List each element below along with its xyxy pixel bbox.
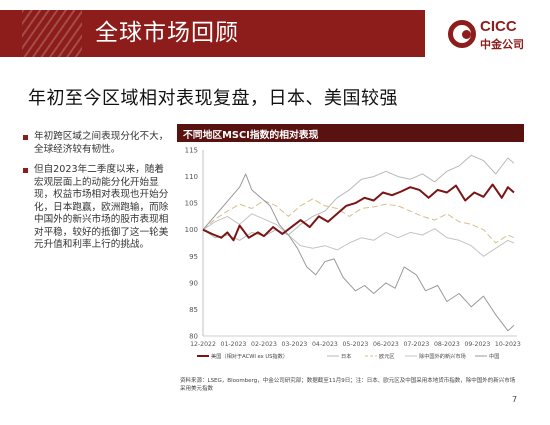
legend-label: 欧元区 xyxy=(379,352,395,360)
x-tick-label: 07-2023 xyxy=(403,341,429,348)
x-tick-label: 09-2023 xyxy=(464,341,490,348)
logo-text-cn: 中金公司 xyxy=(480,38,524,51)
bullet-item: 年初跨区域之间表现分化不大，全球经济较有韧性。 xyxy=(22,131,172,156)
series-line-4 xyxy=(202,173,515,332)
y-tick-label: 80 xyxy=(189,333,198,341)
legend-label: 美国（相对于ACWI ex US指数） xyxy=(211,352,288,360)
chart-header-bar: 不同地区MSCI指数的相对表现 xyxy=(177,124,524,142)
source-footnote: 资料来源：LSEG，Bloomberg，中金公司研究部；数据截至11月9日；注：… xyxy=(180,378,516,392)
bullet-list: 年初跨区域之间表现分化不大，全球经济较有韧性。 但自2023年二季度以来，随着宏… xyxy=(22,131,172,260)
relative-performance-chart: 80 85 90 95 100 105 110 115 12-2022 01-2023 02-202… xyxy=(185,147,521,361)
bullet-item: 但自2023年二季度以来，随着宏观层面上的动能分化开始显现，权益市场相对表现也开… xyxy=(22,164,172,252)
y-tick-label: 90 xyxy=(189,279,198,287)
series-line-3 xyxy=(202,213,515,257)
y-tick-label: 110 xyxy=(185,173,198,181)
y-tick-label: 95 xyxy=(189,253,198,261)
x-tick-label: 03-2023 xyxy=(282,341,308,348)
chart-title: 不同地区MSCI指数的相对表现 xyxy=(183,130,319,141)
y-tick-label: 115 xyxy=(185,147,198,155)
slide-header: 全球市场回顾 CICC 中金公司 xyxy=(0,0,550,70)
x-tick-label: 01-2023 xyxy=(221,341,247,348)
y-tick-label: 100 xyxy=(185,226,198,234)
x-tick-label: 08-2023 xyxy=(434,341,460,348)
x-tick-label: 04-2023 xyxy=(312,341,338,348)
x-tick-label: 10-2023 xyxy=(495,341,521,348)
section-title: 全球市场回顾 xyxy=(95,20,239,46)
y-tick-label: 105 xyxy=(185,200,198,208)
series-line-2 xyxy=(202,198,515,244)
legend-label: 中国 xyxy=(489,352,499,360)
decorative-stripes xyxy=(22,10,82,57)
series-line-0 xyxy=(202,183,515,242)
x-tick-label: 02-2023 xyxy=(251,341,277,348)
cicc-logo: CICC 中金公司 xyxy=(448,18,538,58)
slide-headline: 年初至今区域相对表现复盘，日本、美国较强 xyxy=(28,88,398,109)
legend-label: 除中国外的新兴市场 xyxy=(419,352,466,360)
cicc-logo-icon xyxy=(448,20,476,48)
x-tick-label: 05-2023 xyxy=(342,341,368,348)
y-tick-label: 85 xyxy=(189,306,198,314)
x-tick-label: 12-2022 xyxy=(190,341,216,348)
page-number: 7 xyxy=(512,395,518,404)
section-title-bar xyxy=(0,10,425,57)
x-tick-label: 06-2023 xyxy=(373,341,399,348)
logo-text-en: CICC xyxy=(480,18,517,35)
legend-label: 日本 xyxy=(341,352,351,360)
